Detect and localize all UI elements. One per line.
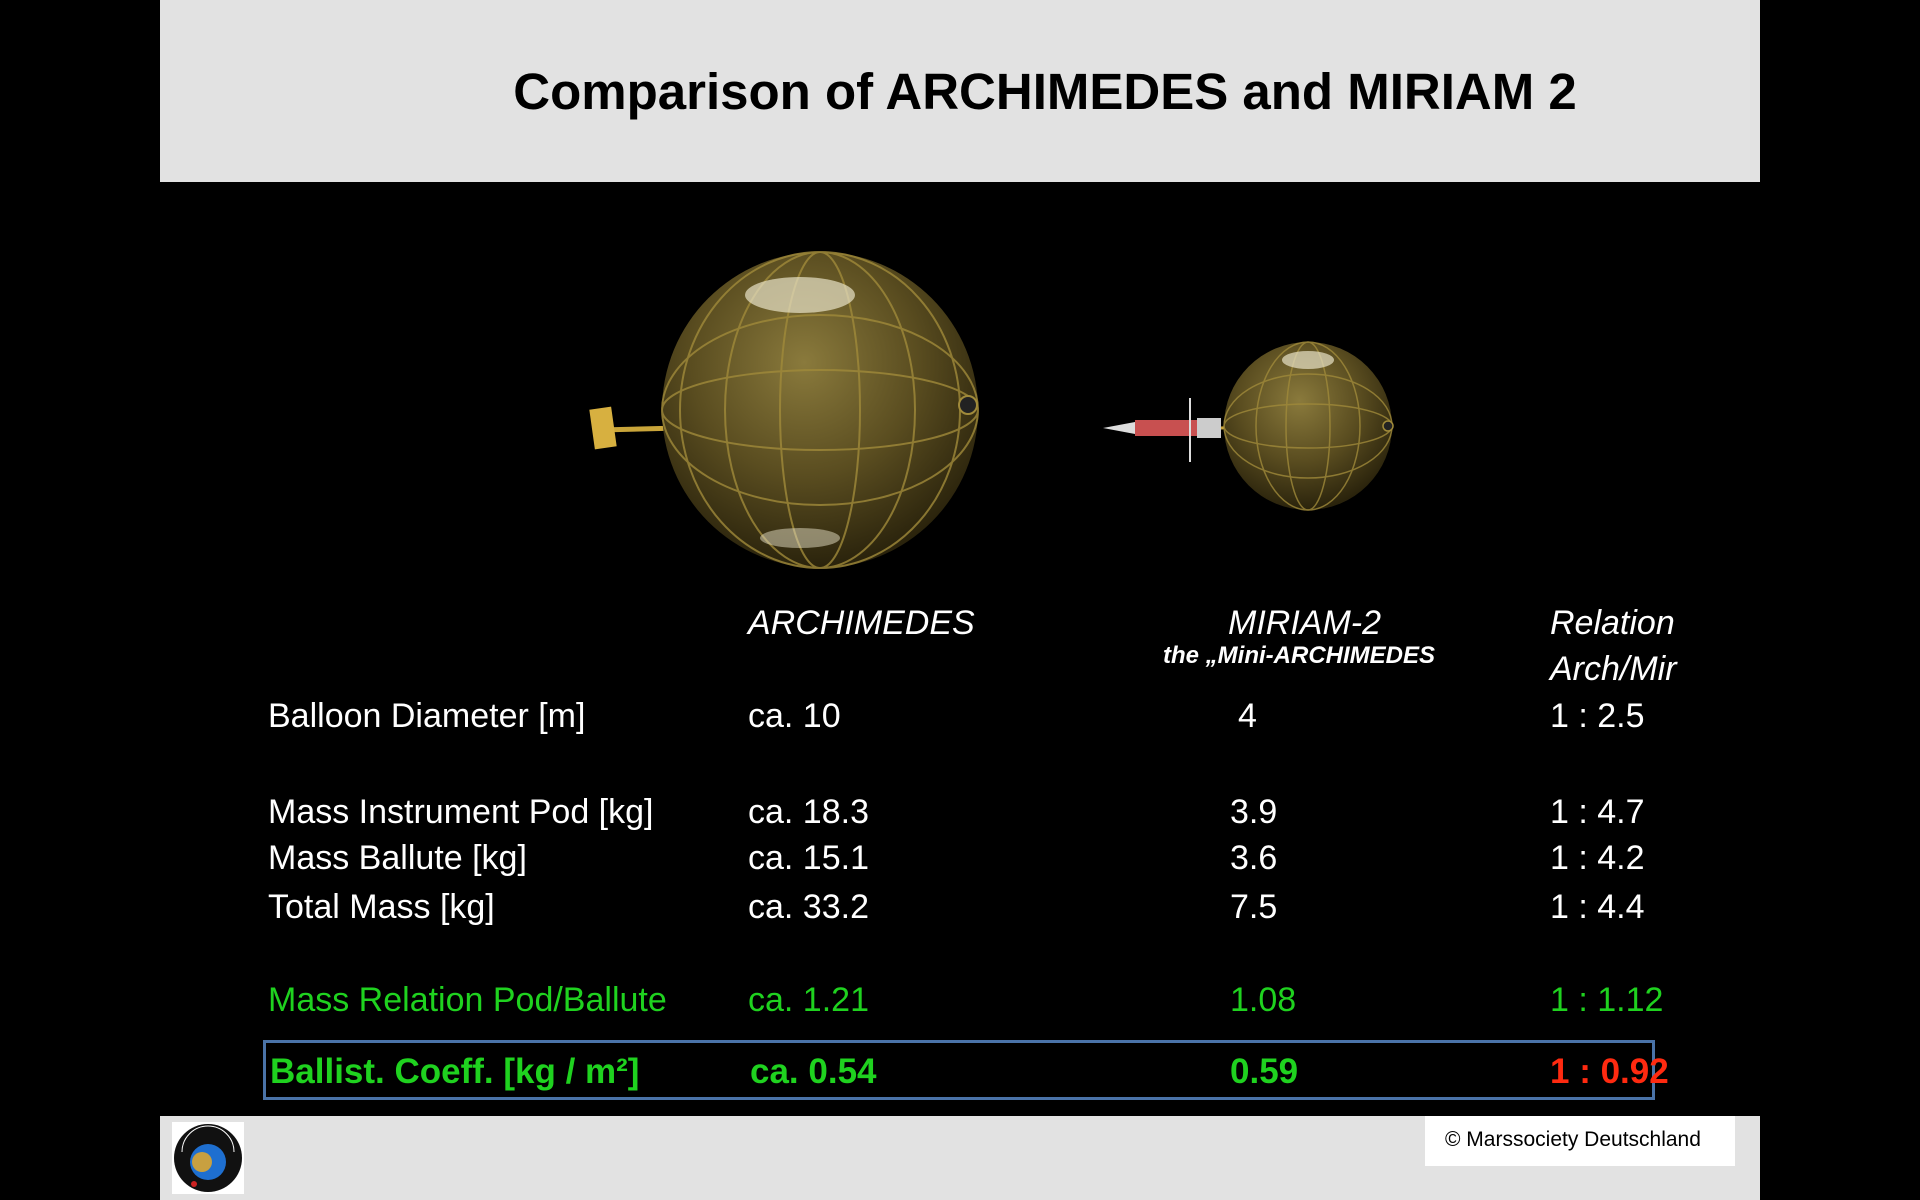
row-value-archimedes: ca. 0.54 xyxy=(750,1052,877,1091)
row-value-archimedes: ca. 1.21 xyxy=(748,981,869,1019)
row-value-relation: 1 : 4.4 xyxy=(1550,888,1645,926)
row-value-miriam: 0.59 xyxy=(1230,1052,1299,1091)
col-header-relation-2: Arch/Mir xyxy=(1550,650,1677,688)
title-bar xyxy=(160,0,1760,182)
archimedes-balloon xyxy=(589,251,979,569)
miriam-logo-icon xyxy=(172,1122,244,1194)
row-value-archimedes: ca. 18.3 xyxy=(748,793,869,831)
col-header-relation: Relation xyxy=(1550,604,1675,642)
row-value-miriam: 4 xyxy=(1238,697,1257,735)
highlight-box xyxy=(263,1040,1655,1100)
row-value-relation: 1 : 1.12 xyxy=(1550,981,1664,1019)
col-header-miriam: MIRIAM-2 xyxy=(1228,604,1381,642)
copyright-box xyxy=(1425,1116,1735,1166)
row-label: Ballist. Coeff. [kg / m²] xyxy=(270,1052,640,1091)
row-value-archimedes: ca. 10 xyxy=(748,697,841,735)
balloon-illustration xyxy=(589,251,1394,569)
row-value-miriam: 7.5 xyxy=(1230,888,1278,926)
copyright-text: © Marssociety Deutschland xyxy=(1445,1128,1701,1151)
row-label: Mass Ballute [kg] xyxy=(268,839,527,877)
row-value-archimedes: ca. 15.1 xyxy=(748,839,869,877)
col-header-miriam-sub: the „Mini-ARCHIMEDES xyxy=(1163,642,1435,669)
row-label: Total Mass [kg] xyxy=(268,888,495,926)
row-label: Mass Instrument Pod [kg] xyxy=(268,793,654,831)
col-header-archimedes: ARCHIMEDES xyxy=(748,604,975,642)
row-label: Mass Relation Pod/Ballute xyxy=(268,981,667,1019)
slide-title: Comparison of ARCHIMEDES and MIRIAM 2 xyxy=(513,63,1577,120)
row-value-miriam: 3.9 xyxy=(1230,793,1278,831)
row-value-archimedes: ca. 33.2 xyxy=(748,888,869,926)
row-value-relation: 1 : 0.92 xyxy=(1550,1052,1669,1091)
row-value-relation: 1 : 4.2 xyxy=(1550,839,1645,877)
row-value-miriam: 1.08 xyxy=(1230,981,1297,1019)
slide: Comparison of ARCHIMEDES and MIRIAM 2 xyxy=(160,0,1760,1200)
row-label: Balloon Diameter [m] xyxy=(268,697,586,735)
row-value-relation: 1 : 2.5 xyxy=(1550,697,1645,735)
row-value-relation: 1 : 4.7 xyxy=(1550,793,1645,831)
miriam-balloon xyxy=(1103,341,1394,511)
row-value-miriam: 3.6 xyxy=(1230,839,1278,877)
